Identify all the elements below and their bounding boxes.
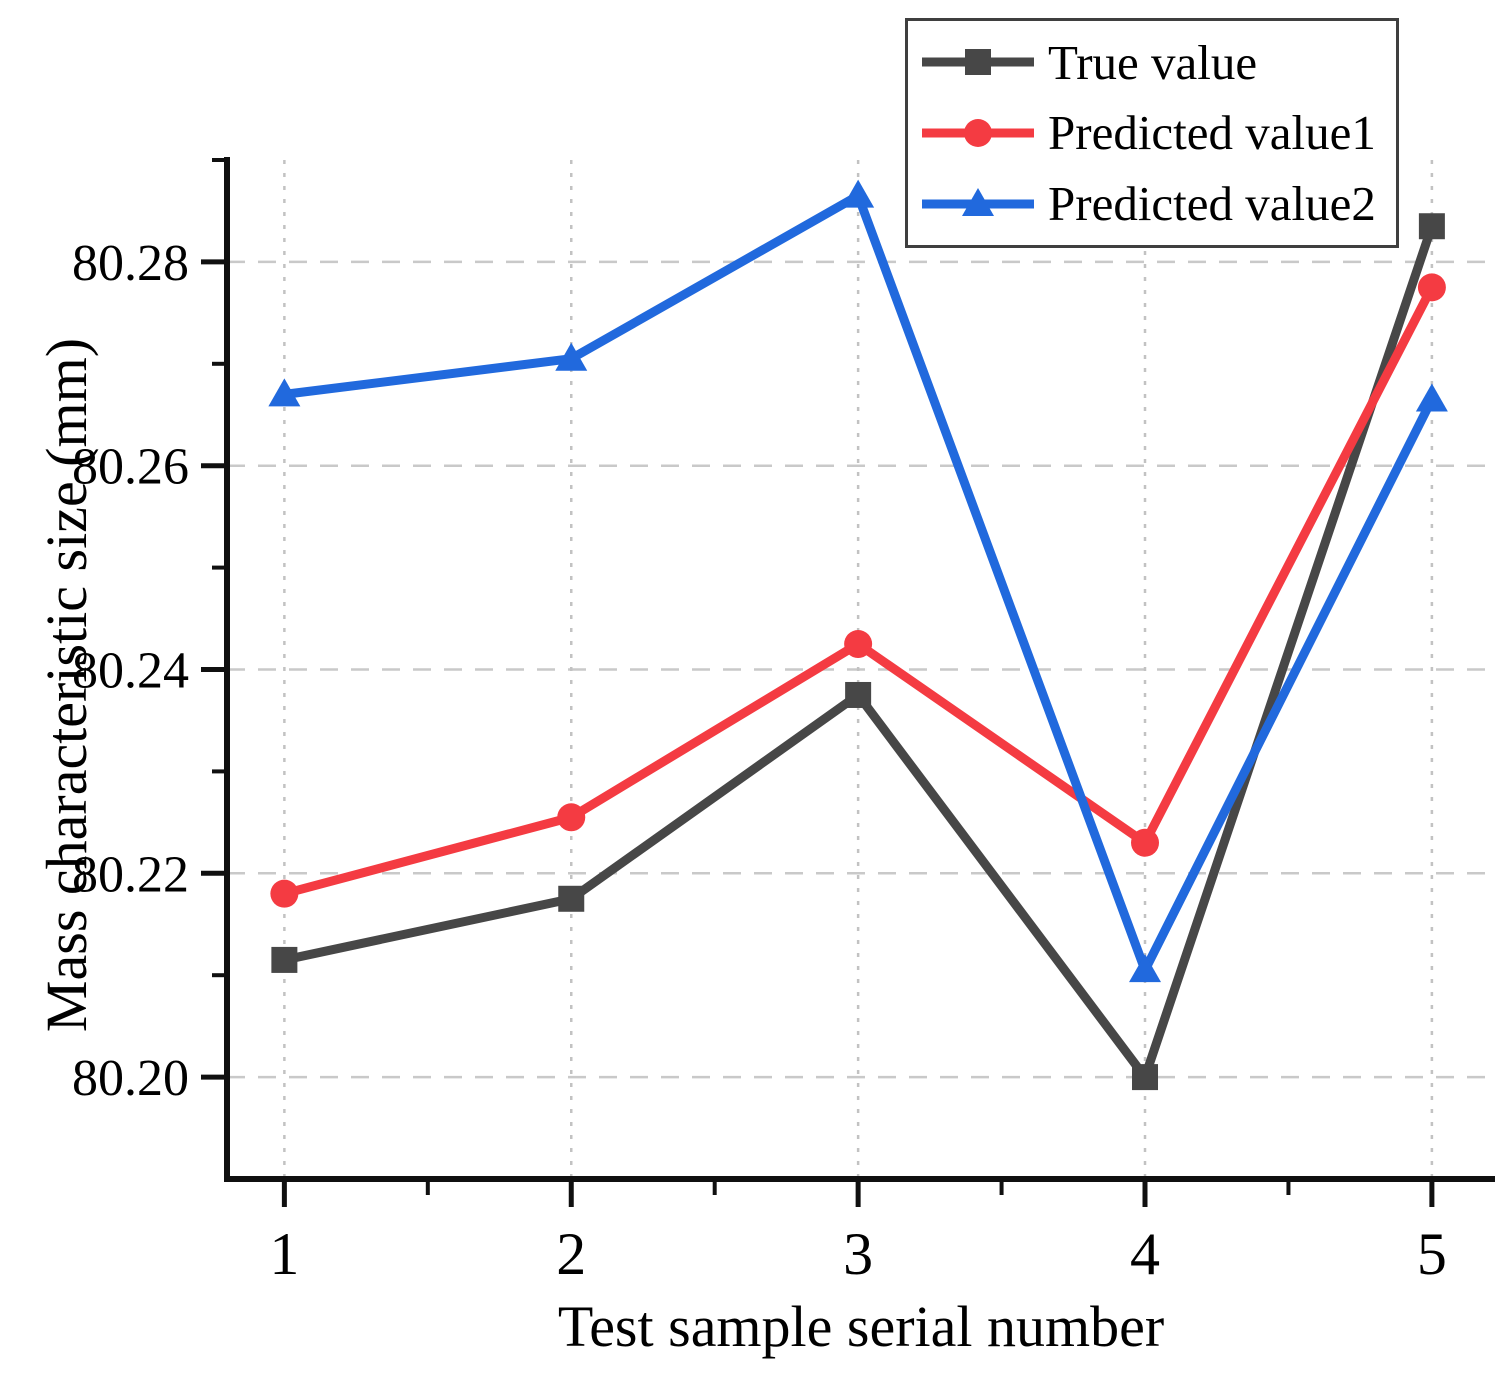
legend-item-predicted-value1: Predicted value1 — [922, 100, 1396, 166]
predicted-value1-marker-icon — [922, 118, 1034, 147]
y-tick-label: 80.26 — [72, 439, 189, 496]
data-point-s2-x1 — [268, 378, 301, 407]
data-point-s2-x5 — [1415, 383, 1448, 412]
legend-label: Predicted value2 — [1048, 176, 1376, 232]
legend: True value Predicted value1 Predicted va… — [905, 18, 1399, 248]
y-tick-label: 80.22 — [72, 846, 189, 903]
triangle-swatch-shape — [962, 187, 994, 216]
legend-label: Predicted value1 — [1048, 105, 1376, 161]
y-axis-title: Mass characteristic size (mm) — [34, 337, 99, 1033]
x-tick-label: 5 — [1417, 1221, 1447, 1287]
data-point-s1-x5 — [1417, 273, 1446, 302]
series-line-2 — [283, 189, 1436, 982]
data-point-s0-x2 — [558, 885, 585, 912]
legend-item-predicted-value2: Predicted value2 — [922, 171, 1396, 237]
y-tick-label: 80.28 — [72, 235, 189, 292]
data-point-s2-x2 — [555, 342, 588, 371]
x-tick-label: 1 — [269, 1221, 299, 1287]
x-tick-label: 2 — [556, 1221, 586, 1287]
predicted-value2-marker-icon — [922, 187, 1034, 216]
y-tick-label: 80.24 — [72, 643, 189, 700]
true-value-marker-icon — [922, 49, 1034, 76]
square-swatch-shape — [965, 49, 991, 76]
legend-label: True value — [1048, 34, 1258, 90]
data-point-s0-x1 — [271, 946, 298, 973]
data-point-s1-x1 — [270, 879, 299, 908]
data-point-s0-x5 — [1418, 213, 1445, 240]
data-point-s1-x2 — [557, 803, 586, 832]
x-tick-label: 3 — [843, 1221, 873, 1287]
data-point-s1-x3 — [844, 630, 873, 659]
data-point-s0-x3 — [845, 681, 872, 708]
x-axis-title: Test sample serial number — [557, 1294, 1165, 1359]
data-point-s1-x4 — [1131, 828, 1160, 857]
x-tick-label: 4 — [1130, 1221, 1160, 1287]
legend-item-true-value: True value — [922, 29, 1396, 95]
data-point-s0-x4 — [1132, 1064, 1159, 1091]
data-point-s2-x3 — [842, 179, 875, 208]
circle-swatch-shape — [964, 118, 992, 147]
data-point-s2-x4 — [1129, 954, 1162, 983]
y-tick-label: 80.20 — [72, 1050, 189, 1107]
